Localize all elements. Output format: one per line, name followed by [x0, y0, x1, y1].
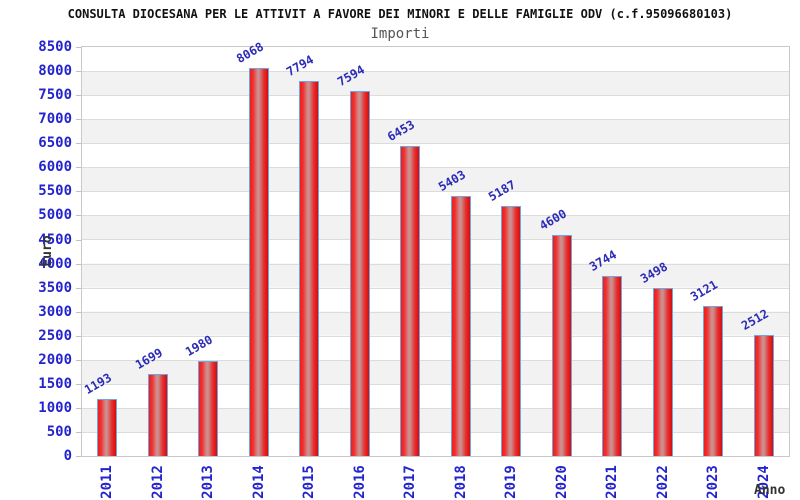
x-tick-label: 2011 — [99, 465, 116, 499]
chart-subtitle: Importi — [370, 26, 430, 42]
y-tick-label: 3000 — [38, 303, 72, 320]
bar-2014 — [248, 67, 269, 456]
x-tick-label: 2012 — [149, 465, 166, 499]
y-tick-label: 6500 — [38, 135, 72, 152]
gridline — [82, 95, 789, 97]
gridline — [82, 311, 789, 313]
x-tick-label: 2015 — [301, 465, 318, 499]
bar-2023 — [703, 305, 724, 456]
bar-2011 — [97, 398, 118, 456]
chart-title: CONSULTA DIOCESANA PER LE ATTIVIT A FAVO… — [67, 7, 733, 21]
y-tick-mark — [76, 191, 81, 193]
y-tick-mark — [76, 359, 81, 361]
y-tick-label: 2000 — [38, 351, 72, 368]
y-tick-label: 7000 — [38, 111, 72, 128]
gridline — [82, 287, 789, 289]
gridline — [82, 383, 789, 385]
plot-area — [81, 46, 790, 457]
y-tick-label: 2500 — [38, 327, 72, 344]
gridline — [82, 407, 789, 409]
bar-2020 — [551, 234, 572, 456]
x-tick-label: 2021 — [604, 465, 621, 499]
x-axis-title: Anno — [754, 483, 786, 498]
x-tick-label: 2022 — [654, 465, 671, 499]
gridline — [82, 359, 789, 361]
y-tick-label: 1500 — [38, 375, 72, 392]
bar-2016 — [349, 90, 370, 456]
y-tick-mark — [76, 71, 81, 73]
y-tick-label: 7500 — [38, 87, 72, 104]
gridline — [82, 71, 789, 73]
y-tick-mark — [76, 431, 81, 433]
bar-2022 — [652, 287, 673, 456]
y-tick-mark — [76, 263, 81, 265]
gridline — [82, 263, 789, 265]
y-tick-mark — [76, 119, 81, 121]
bar-2017 — [400, 145, 421, 456]
x-tick-label: 2020 — [553, 465, 570, 499]
gridline — [82, 239, 789, 241]
gridline — [82, 143, 789, 145]
y-tick-label: 5500 — [38, 183, 72, 200]
y-tick-label: 1000 — [38, 399, 72, 416]
y-tick-mark — [76, 335, 81, 337]
y-tick-label: 0 — [63, 448, 72, 464]
y-tick-mark — [76, 383, 81, 385]
x-tick-label: 2017 — [402, 465, 419, 499]
y-tick-label: 500 — [46, 423, 72, 440]
y-tick-label: 8500 — [38, 39, 72, 55]
bar-2021 — [602, 275, 623, 456]
x-tick-label: 2013 — [200, 465, 217, 499]
gridline — [82, 167, 789, 169]
y-tick-mark — [76, 215, 81, 217]
y-tick-mark — [76, 287, 81, 289]
bar-2019 — [501, 206, 522, 456]
y-axis-title: Euro — [40, 235, 55, 267]
y-tick-mark — [76, 47, 81, 48]
x-tick-label: 2018 — [452, 465, 469, 499]
x-tick-label: 2016 — [351, 465, 368, 499]
y-tick-label: 6000 — [38, 159, 72, 176]
y-tick-label: 8000 — [38, 63, 72, 80]
gridline — [82, 215, 789, 217]
y-tick-label: 5000 — [38, 207, 72, 224]
y-tick-mark — [76, 456, 81, 457]
y-tick-mark — [76, 95, 81, 97]
bar-2024 — [753, 335, 774, 456]
gridline — [82, 431, 789, 433]
x-tick-label: 2019 — [503, 465, 520, 499]
x-tick-label: 2014 — [250, 465, 267, 499]
gridline — [82, 191, 789, 193]
bar-2015 — [299, 81, 320, 456]
x-tick-label: 2023 — [705, 465, 722, 499]
bar-2012 — [147, 374, 168, 456]
bar-2013 — [198, 360, 219, 456]
y-tick-mark — [76, 311, 81, 313]
gridline — [82, 335, 789, 337]
y-tick-label: 4500 — [38, 231, 72, 248]
gridline — [82, 119, 789, 121]
y-tick-mark — [76, 407, 81, 409]
y-tick-mark — [76, 143, 81, 145]
y-tick-mark — [76, 167, 81, 169]
y-tick-label: 3500 — [38, 279, 72, 296]
y-tick-label: 4000 — [38, 255, 72, 272]
y-tick-mark — [76, 239, 81, 241]
bar-2018 — [450, 196, 471, 456]
